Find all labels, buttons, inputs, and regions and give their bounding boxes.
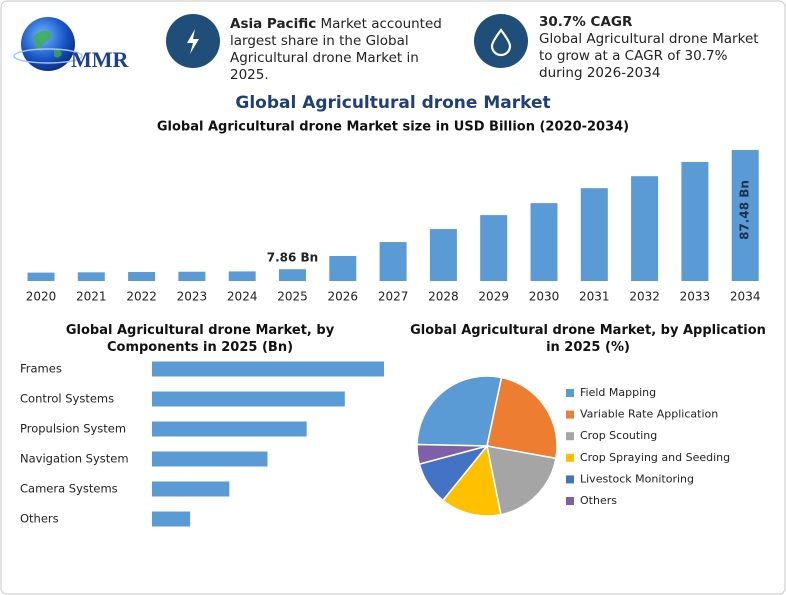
value-label: 7.86 Bn [267,251,318,265]
bar [631,176,659,281]
legend-label: Livestock Monitoring [580,472,694,485]
y-tick-label: Navigation System [20,452,129,466]
x-tick-label: 2027 [378,290,409,304]
bar [178,271,206,281]
bar [77,272,105,281]
pie-slice [416,443,488,466]
logo-globe [21,17,75,71]
x-tick-label: 2024 [227,290,258,304]
y-tick-label: Propulsion System [20,422,126,436]
y-tick-label: Frames [20,362,62,376]
bar [279,269,306,281]
highlight-bold: Asia Pacific [230,16,317,32]
legend-label: Others [580,494,617,507]
y-tick-label: Others [20,512,59,526]
highlight: Asia Pacific Market accounted largest sh… [230,16,455,84]
highlight-text: Global Agricultural drone Market to grow… [539,31,759,81]
chart-title: Global Agricultural drone Market, by App… [410,323,766,355]
legend-swatch [566,475,574,484]
legend-label: Variable Rate Application [580,408,718,421]
pie-slice [441,444,502,517]
highlight-text: Market accounted largest share in the Gl… [230,16,442,83]
bar [228,271,256,281]
legend-label: Crop Scouting [580,429,657,442]
logo-orbit [13,48,83,64]
bar [152,481,230,497]
x-tick-label: 2031 [579,290,610,304]
bar [379,242,407,281]
legend-swatch [566,432,574,441]
value-label: 87.48 Bn [738,180,752,240]
x-tick-label: 2025 [277,290,308,304]
bar [152,421,307,437]
highlight: 30.7% CAGR Global Agricultural drone Mark… [539,14,771,82]
bar [27,272,55,281]
pie-slice [486,445,557,516]
x-tick-label: 2032 [629,290,660,304]
legend-label: Crop Spraying and Seeding [580,451,730,464]
x-tick-label: 2020 [26,290,57,304]
pie-slice [486,376,558,460]
highlight-bold: 30.7% CAGR [539,14,633,30]
bar [152,511,191,527]
x-tick-label: 2023 [177,290,208,304]
bar [530,203,558,281]
bar [580,188,608,281]
legend-label: Field Mapping [580,386,656,399]
x-tick-label: 2021 [76,290,107,304]
x-tick-label: 2022 [126,290,157,304]
drop-icon [490,28,512,57]
bar [329,255,357,281]
main-subtitle: Global Agricultural drone Market size in… [157,120,629,135]
x-tick-label: 2026 [328,290,359,304]
bar [152,361,384,377]
x-tick-label: 2033 [680,290,711,304]
highlight-icon [474,14,528,68]
bar [128,272,156,281]
bar [152,451,268,467]
legend-swatch [566,497,574,505]
y-tick-label: Camera Systems [20,482,118,496]
x-tick-label: 2030 [529,290,560,304]
bar [480,215,508,281]
lightning-icon [187,29,199,54]
bar [152,391,345,407]
logo-text: MMR [71,47,130,72]
y-tick-label: Control Systems [20,392,114,406]
x-tick-label: 2028 [428,290,459,304]
pie-slice [416,375,503,447]
legend-swatch [566,453,574,462]
bar [681,161,709,281]
chart-title: Global Agricultural drone Market, by Com… [65,323,335,355]
bar [731,150,759,281]
x-tick-label: 2029 [478,290,509,304]
legend-swatch [566,389,574,397]
legend-swatch [566,410,574,419]
bar [429,229,457,281]
x-tick-label: 2034 [730,290,761,304]
logo-land [34,30,62,58]
main-title: Global Agricultural drone Market [235,93,550,113]
